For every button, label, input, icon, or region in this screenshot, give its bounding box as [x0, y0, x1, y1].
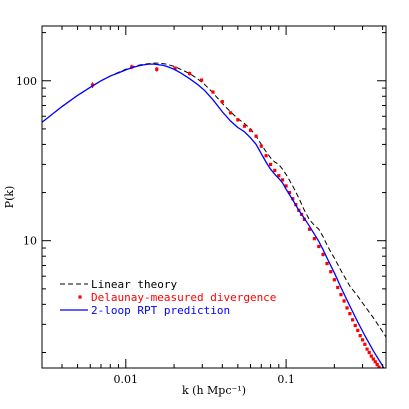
data-point [342, 299, 346, 303]
data-point [236, 118, 240, 122]
data-point [373, 360, 377, 364]
series-linear-theory-line [42, 62, 386, 338]
data-point [242, 124, 247, 128]
data-point [273, 168, 277, 173]
data-point [312, 237, 316, 241]
data-point [360, 338, 365, 342]
data-point [348, 312, 352, 316]
data-point [277, 174, 281, 178]
data-point [228, 111, 233, 115]
legend-label: Linear theory [91, 278, 177, 291]
data-point [325, 261, 329, 266]
data-point [375, 363, 379, 367]
data-point [268, 162, 273, 166]
data-point [254, 134, 258, 138]
data-point [220, 100, 224, 104]
plot-frame [41, 25, 387, 369]
series-delaunay-markers [90, 64, 384, 373]
data-point [329, 270, 333, 274]
data-point [130, 65, 134, 69]
y-axis-label: P(k) [3, 186, 16, 209]
data-point [321, 252, 325, 257]
data-point [248, 128, 253, 132]
legend-marker [78, 295, 82, 299]
legend-label: 2-loop RPT prediction [91, 304, 230, 317]
data-point [259, 144, 263, 148]
data-point [367, 350, 371, 355]
y-tick-label: 10 [23, 235, 37, 248]
legend-label: Delaunay-measured divergence [91, 291, 276, 304]
data-point [173, 66, 177, 70]
data-point [356, 328, 360, 332]
data-point [287, 190, 292, 195]
data-point [358, 334, 362, 338]
data-point [264, 154, 268, 158]
tick-labels: 0.01 0.1 10 100 [16, 75, 295, 386]
data-point [332, 278, 336, 282]
data-point [345, 306, 349, 310]
data-point [363, 342, 367, 346]
data-point [284, 184, 288, 188]
data-point [351, 318, 355, 322]
series-rpt-prediction-line [42, 63, 385, 368]
x-axis-label: k (h Mpc⁻¹) [182, 384, 246, 397]
data-point [187, 71, 192, 76]
data-point [339, 293, 343, 297]
data-point [90, 83, 95, 87]
data-point [280, 178, 285, 182]
y-tick-label: 100 [16, 75, 37, 88]
data-point [336, 285, 340, 290]
data-point [365, 347, 369, 351]
data-point [369, 354, 373, 358]
x-tick-label: 0.1 [277, 373, 295, 386]
data-point [155, 67, 159, 71]
x-tick-label: 0.01 [114, 373, 139, 386]
data-point [199, 78, 204, 82]
data-point [371, 357, 375, 361]
data-point [377, 365, 381, 368]
series-layer [42, 62, 386, 373]
data-point [211, 90, 215, 94]
data-point [381, 370, 384, 373]
ticks-layer [41, 26, 386, 368]
data-point [353, 323, 357, 328]
data-point [307, 227, 312, 231]
data-point [317, 244, 321, 249]
